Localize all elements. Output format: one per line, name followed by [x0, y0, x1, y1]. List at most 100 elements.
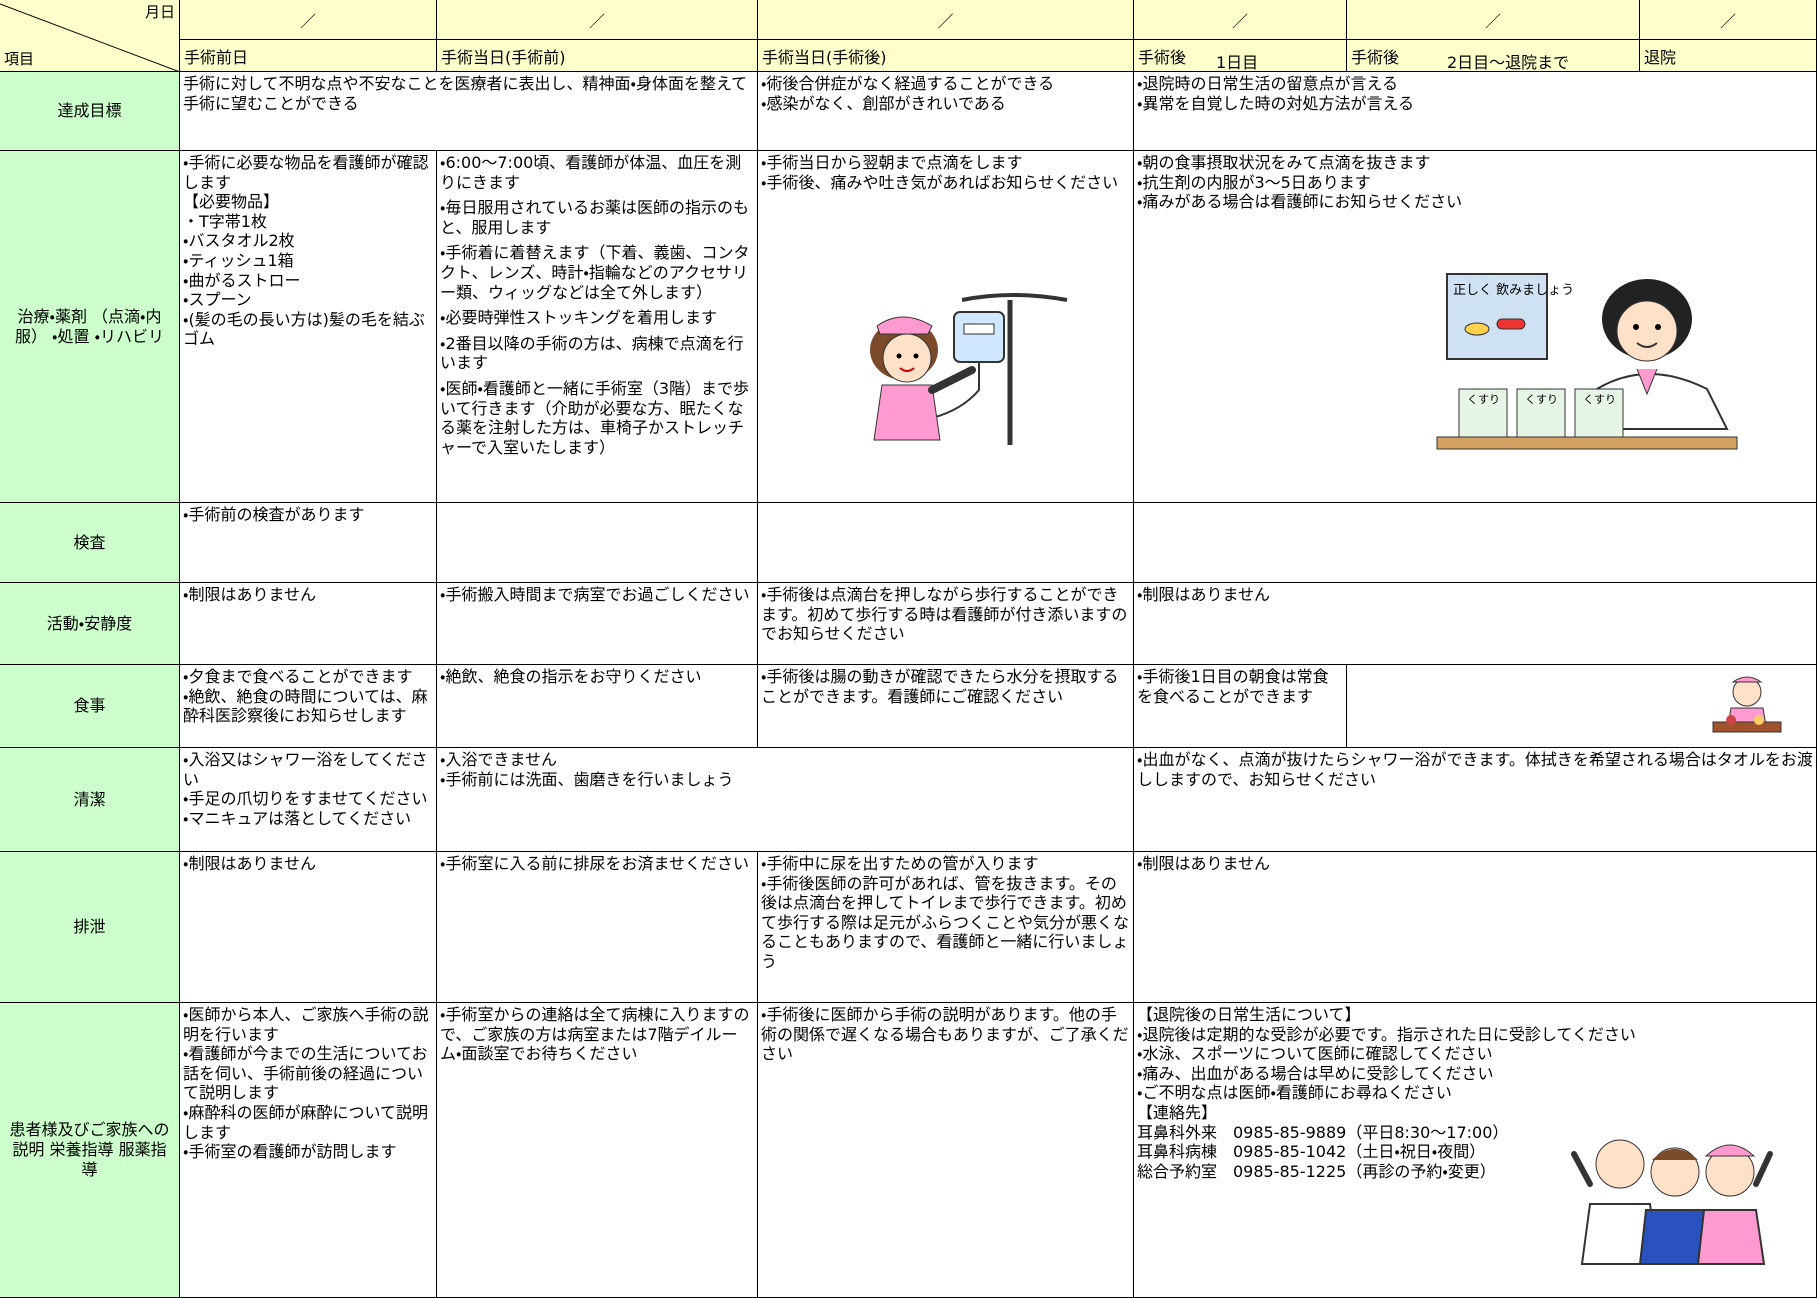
cell: ・手術後は点滴台を押しながら歩行することができます。初めて歩行する時は看護師が付… [758, 583, 1134, 665]
cell-line: ・手術後1日目の朝食は常食を食べることができます [1137, 667, 1329, 706]
column-header: 手術当日(手術後) [758, 40, 1134, 72]
cell-line: ・マニキュアは落としてください [183, 808, 412, 828]
cell: ・6:00～7:00頃、看護師が体温、血圧を測りにきます ・毎日服用されているお薬… [437, 151, 758, 503]
date-cell: ／ [437, 0, 758, 40]
cell-line: ・毎日服用されているお薬は医師の指示のもと、服用します [440, 198, 749, 237]
cell-line: ・ティッシュ1箱 [183, 250, 294, 270]
date-mark: ／ [1719, 11, 1736, 31]
cell: ・術後合併症がなく経過することができる ・感染がなく、創部がきれいである [758, 72, 1134, 151]
column-header: 手術後 2日目～退院まで [1347, 40, 1640, 72]
cell-line: ・制限はありません [183, 585, 316, 604]
column-label: 手術後 [1351, 48, 1400, 67]
cell-line: ・(髪の毛の長い方は)髪の毛を結ぶゴム [183, 309, 425, 349]
nurse-iv-illustration [870, 293, 1068, 445]
cell-line: ・手術搬入時間まで病室でお過ごしください [440, 585, 750, 604]
cell-line: ・手術後は腸の動きが確認できたら水分を摂取することができます。看護師にご確認くだ… [761, 667, 1119, 706]
poster-text: 正しく 飲みましょう [1453, 283, 1574, 298]
medicine-label: くすり [1583, 393, 1616, 406]
cell: ・手術に必要な物品を看護師が確認します 【必要物品】 ・T字帯1枚 ・バスタオル2枚・… [180, 151, 437, 503]
date-mark: ／ [588, 11, 605, 31]
date-mark: ／ [1231, 11, 1248, 31]
cell-line: ・水泳、スポーツについて医師に確認してください [1137, 1044, 1493, 1064]
row-label: 活動・安静度 [0, 583, 180, 665]
cell-line: ・麻酔科の医師が麻酔について説明します [183, 1102, 428, 1142]
date-mark: ／ [1484, 11, 1501, 31]
diagonal [0, 3, 179, 71]
cell-line: ・抗生剤の内服が3～5日あります [1137, 172, 1371, 192]
cell-line: ・痛み、出血がある場合は早めに受診してください [1137, 1063, 1494, 1083]
column-header: 退院 [1640, 40, 1817, 72]
column-label: 退院 [1644, 48, 1677, 67]
cell: ・手術中に尿を出すための管が入ります ・手術後医師の許可があれば、管を抜きます。そ… [758, 852, 1134, 1003]
cell-line: ・制限はありません [1137, 854, 1270, 873]
date-mark: ／ [299, 11, 316, 31]
cell: ・入浴できません ・手術前には洗面、歯磨きを行いましょう [437, 748, 1134, 852]
medicine-label: くすり [1525, 393, 1558, 406]
cell-line: 総合予約室 0985-85-1225（再診の予約・変更） [1137, 1161, 1496, 1181]
row-label: 食事 [0, 665, 180, 748]
cell-line: ・手術着に着替えます（下着、義歯、コンタクト、レンズ、時計・指輪などのアクセサリ… [440, 243, 750, 302]
cell-line: ・退院後は定期的な受診が必要です。指示された日に受診してください [1137, 1024, 1636, 1044]
cell: ・絶飲、絶食の指示をお守りください [437, 665, 758, 748]
cell-line: ・退院時の日常生活の留意点が言える [1137, 74, 1398, 93]
cell: ・手術後1日目の朝食は常食を食べることができます [1134, 665, 1347, 748]
cell: 手術に対して不明な点や不安なことを医療者に表出し、精神面・身体面を整えて手術に望… [180, 72, 758, 151]
cell-line: ・手術に必要な物品を看護師が確認します [183, 153, 429, 192]
cell-line: ・手足の爪切りをすませてください [183, 789, 428, 809]
date-cell: ／ [1134, 0, 1347, 40]
cell: ・制限はありません [180, 852, 437, 1003]
row-label: 治療・薬剤 （点滴・内服） ・処置 ・リハビリ [0, 151, 180, 503]
cell: 【退院後の日常生活について】 ・退院後は定期的な受診が必要です。指示された日に受診… [1134, 1003, 1817, 1298]
cell-line: ・手術室に入る前に排尿をお済ませください [440, 854, 749, 873]
cell-line: ・手術後に医師から手術の説明があります。他の手術の関係で遅くなる場合もありますが… [761, 1005, 1129, 1064]
staff-illustration [1571, 1139, 1773, 1265]
cell-line: ・バスタオル2枚 [183, 231, 295, 251]
cell-line: ・手術前には洗面、歯磨きを行いましょう [440, 769, 734, 789]
cell-line: ・6:00～7:00頃、看護師が体温、血圧を測りにきます [440, 153, 742, 192]
cell-line: ・出血がなく、点滴が抜けたらシャワー浴ができます。体拭きを希望される場合はタオル… [1137, 750, 1813, 789]
cell: ・入浴又はシャワー浴をしてください ・手足の爪切りをすませてください ・マニキュアは… [180, 748, 437, 852]
date-cell: ／ [1347, 0, 1640, 40]
empty-cell [758, 503, 1134, 583]
cell-line: ・異常を自覚した時の対処方法が言える [1137, 93, 1414, 113]
cell-line: ・手術後は点滴台を押しながら歩行することができます。初めて歩行する時は看護師が付… [761, 585, 1128, 644]
cell-line: 手術に対して不明な点や不安なことを医療者に表出し、精神面・身体面を整えて手術に望… [183, 74, 748, 113]
column-sublabel: 1日目 [1216, 53, 1259, 72]
cell-line: ・手術中に尿を出すための管が入ります [761, 854, 1039, 873]
cell-line: 【退院後の日常生活について】 [1137, 1005, 1361, 1024]
cell-line: ・看護師が今までの生活についてお話を伺い、手術前後の経過について説明します [183, 1044, 428, 1103]
cell-line: 【連絡先】 [1137, 1102, 1218, 1122]
pharmacist-illustration: 正しく 飲みましょう くすり くすり くすり [1436, 273, 1738, 450]
corner-date: 月日 [144, 3, 175, 21]
cell-line: ・T字帯1枚 [183, 211, 267, 231]
cell-line: ・夕食まで食べることができます [183, 667, 413, 686]
cell-line: ・手術室からの連絡は全て病棟に入りますので、ご家族の方は病室または7階デイルーム… [440, 1005, 750, 1064]
date-cell: ／ [1640, 0, 1817, 40]
row-label: 患者様及びご家族への説明 栄養指導 服薬指導 [0, 1003, 180, 1298]
cell: ・制限はありません [180, 583, 437, 665]
cell-line: ・手術後、痛みや吐き気があればお知らせください [761, 172, 1119, 192]
cell: ・医師から本人、ご家族へ手術の説明を行います ・看護師が今までの生活についてお話を… [180, 1003, 437, 1298]
cell-line: ・入浴又はシャワー浴をしてください [183, 750, 428, 789]
column-label: 手術前日 [184, 48, 249, 67]
cell: ・手術室からの連絡は全て病棟に入りますので、ご家族の方は病室または7階デイルーム… [437, 1003, 758, 1298]
corner-item: 項目 [4, 50, 35, 68]
cell: ・夕食まで食べることができます ・絶飲、絶食の時間については、麻酔科医診察後にお知… [180, 665, 437, 748]
cell-line: ・手術当日から翌朝まで点滴をします [761, 153, 1023, 172]
cell-line: ・入浴できません [440, 750, 557, 769]
medicine-label: くすり [1467, 393, 1500, 406]
cell-line: ・手術前の検査があります [183, 505, 365, 524]
cell-line: 【必要物品】 [183, 192, 280, 212]
row-label: 検査 [0, 503, 180, 583]
row-label: 清潔 [0, 748, 180, 852]
cell: ・手術後は腸の動きが確認できたら水分を摂取することができます。看護師にご確認くだ… [758, 665, 1134, 748]
column-header: 手術当日(手術前) [437, 40, 758, 72]
empty-cell [437, 503, 758, 583]
column-header: 手術後 1日目 [1134, 40, 1347, 72]
cell-line: ・手術後医師の許可があれば、管を抜きます。その後は点滴台を押してトイレまで歩行で… [761, 873, 1130, 971]
cell-line: ・曲がるストロー [183, 270, 301, 290]
column-header: 手術前日 [180, 40, 437, 72]
cell-line: ・医師から本人、ご家族へ手術の説明を行います [183, 1005, 429, 1044]
